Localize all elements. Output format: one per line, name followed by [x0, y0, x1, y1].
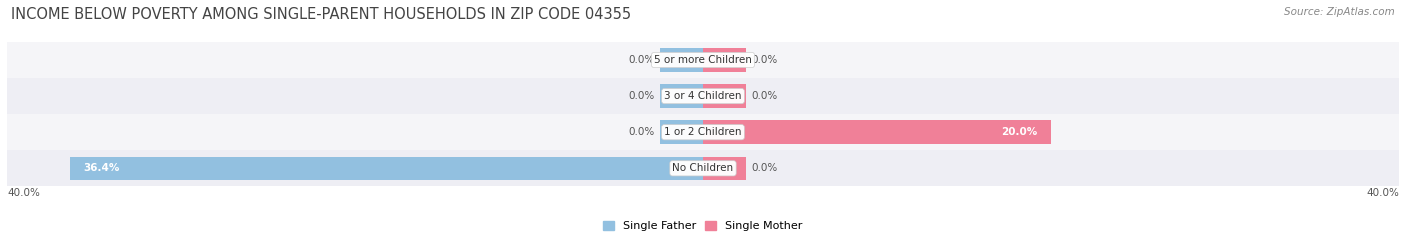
Text: 1 or 2 Children: 1 or 2 Children: [664, 127, 742, 137]
Bar: [7, 150, 1399, 186]
Bar: [7, 42, 1399, 78]
Bar: [703, 157, 747, 180]
Bar: [703, 48, 747, 72]
Bar: [70, 157, 703, 180]
Bar: [703, 84, 747, 108]
Text: 40.0%: 40.0%: [7, 188, 39, 198]
Text: 0.0%: 0.0%: [628, 91, 654, 101]
Text: 0.0%: 0.0%: [752, 91, 778, 101]
Bar: [7, 114, 1399, 150]
Text: 36.4%: 36.4%: [83, 163, 120, 173]
Text: 0.0%: 0.0%: [752, 55, 778, 65]
Text: Source: ZipAtlas.com: Source: ZipAtlas.com: [1284, 7, 1395, 17]
Legend: Single Father, Single Mother: Single Father, Single Mother: [599, 216, 807, 233]
Text: 3 or 4 Children: 3 or 4 Children: [664, 91, 742, 101]
Text: 5 or more Children: 5 or more Children: [654, 55, 752, 65]
Bar: [703, 120, 1052, 144]
Bar: [659, 120, 703, 144]
Text: 0.0%: 0.0%: [752, 163, 778, 173]
Bar: [659, 48, 703, 72]
Text: 0.0%: 0.0%: [628, 55, 654, 65]
Bar: [7, 78, 1399, 114]
Text: 40.0%: 40.0%: [1367, 188, 1399, 198]
Text: 20.0%: 20.0%: [1001, 127, 1038, 137]
Text: INCOME BELOW POVERTY AMONG SINGLE-PARENT HOUSEHOLDS IN ZIP CODE 04355: INCOME BELOW POVERTY AMONG SINGLE-PARENT…: [11, 7, 631, 22]
Text: No Children: No Children: [672, 163, 734, 173]
Bar: [659, 84, 703, 108]
Text: 0.0%: 0.0%: [628, 127, 654, 137]
